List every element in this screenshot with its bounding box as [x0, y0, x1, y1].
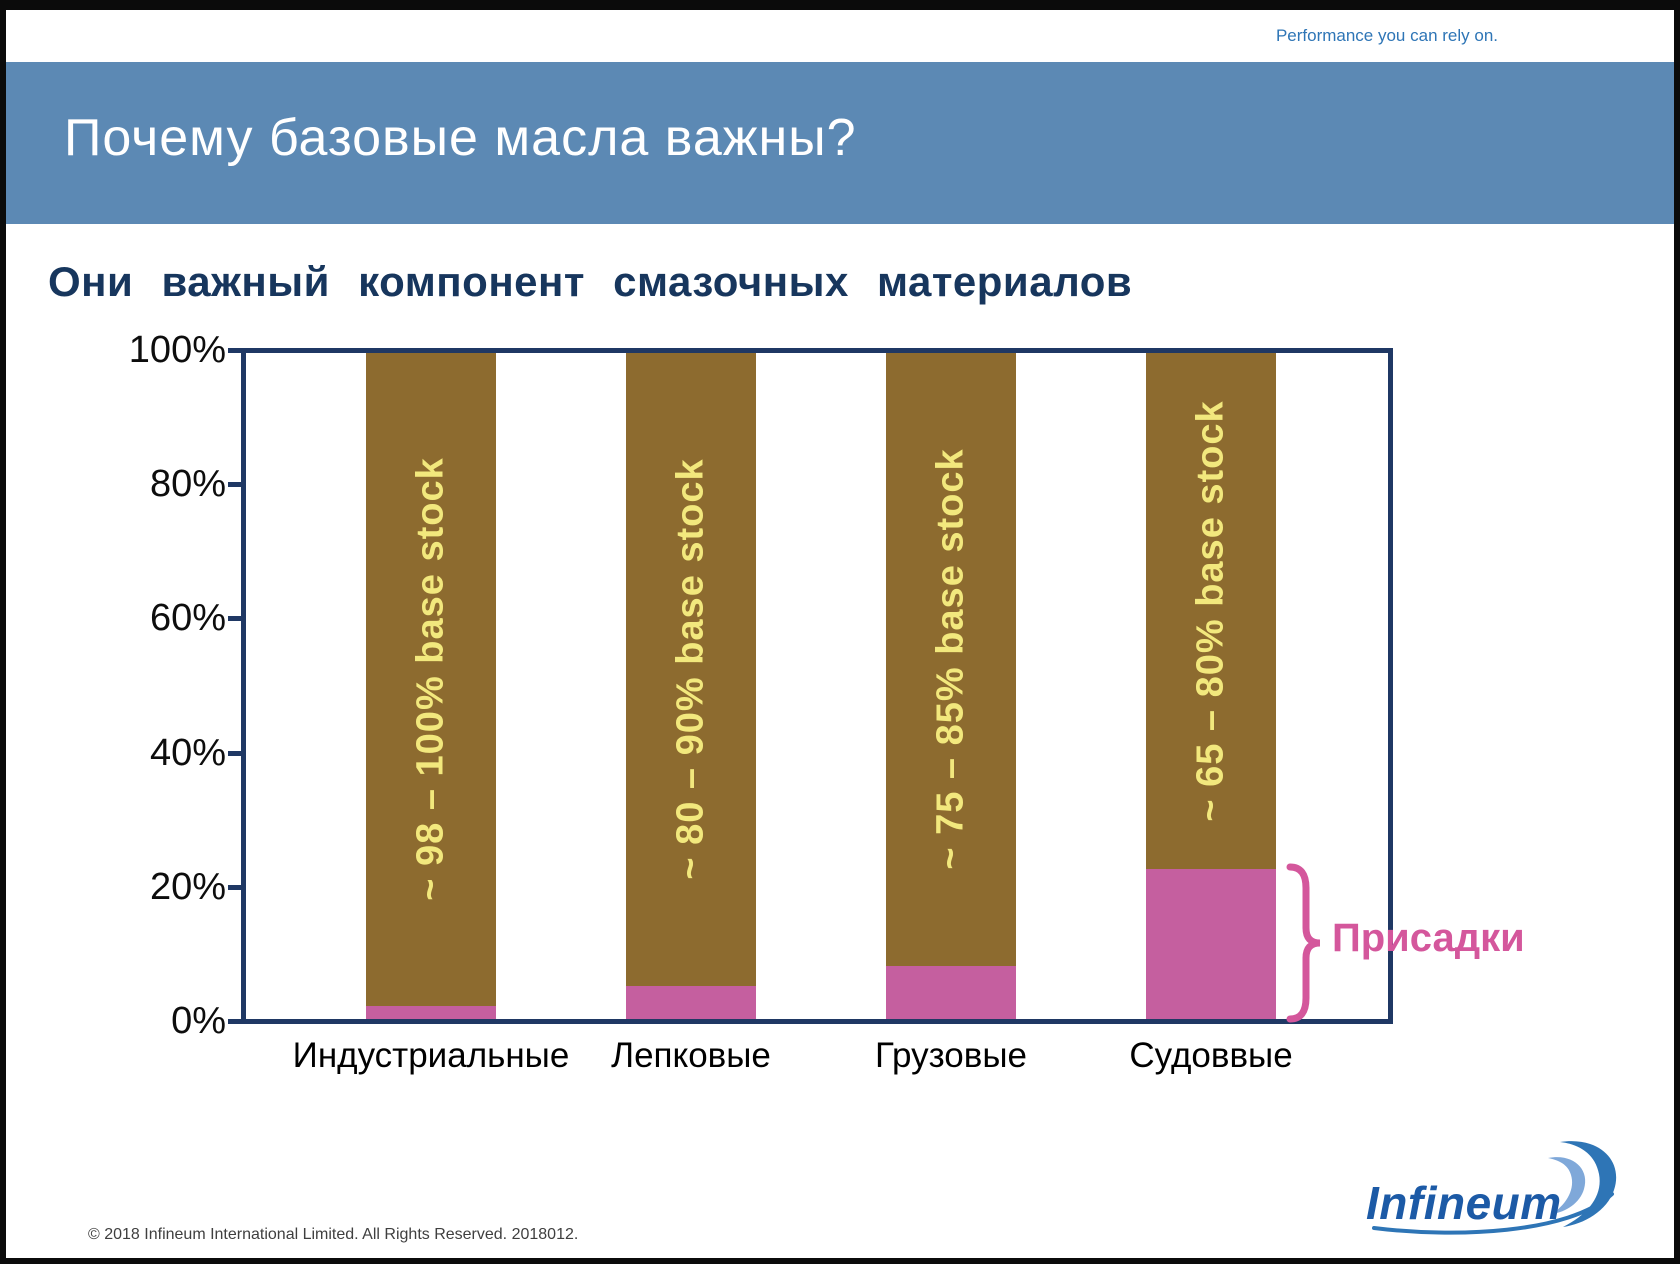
- additives-segment: [626, 985, 756, 1019]
- y-axis-label: 100%: [128, 329, 226, 371]
- infineum-logo: Infineum: [1364, 1136, 1634, 1242]
- bars-container: ~ 98 – 100% base stock ~ 80 – 90% base st…: [246, 353, 1388, 1019]
- additives-segment: [366, 1005, 496, 1019]
- title-band: Почему базовые масла важны?: [6, 62, 1674, 224]
- base-stock-segment: ~ 65 – 80% base stock: [1146, 353, 1276, 870]
- logo-swoosh-icon: [1372, 1141, 1617, 1235]
- chart-heading: Они важный компонент смазочных материало…: [48, 258, 1133, 305]
- stacked-bar: ~ 98 – 100% base stock: [366, 353, 496, 1019]
- y-axis-tick: [228, 884, 242, 890]
- additives-segment: [886, 965, 1016, 1019]
- x-axis-label: Лепковые: [611, 1036, 771, 1075]
- bar-label: ~ 80 – 90% base stock: [669, 458, 712, 881]
- base-stock-segment: ~ 75 – 85% base stock: [886, 353, 1016, 966]
- slide-title: Почему базовые масла важны?: [64, 109, 857, 167]
- bar-label: ~ 75 – 85% base stock: [929, 448, 972, 871]
- stacked-bar: ~ 65 – 80% base stock: [1146, 353, 1276, 1019]
- bar-label: ~ 98 – 100% base stock: [409, 457, 452, 902]
- x-axis-label: Грузовые: [875, 1036, 1027, 1075]
- brand-tagline: Performance you can rely on.: [1275, 26, 1498, 45]
- x-axis-label: Судоввые: [1129, 1036, 1293, 1075]
- base-stock-segment: ~ 98 – 100% base stock: [366, 353, 496, 1006]
- x-axis-label: Индустриальные: [292, 1036, 570, 1075]
- y-axis-tick: [228, 1019, 242, 1024]
- y-axis-label: 20%: [149, 865, 226, 908]
- additives-segment: [1146, 869, 1276, 1019]
- y-axis-tick: [228, 616, 242, 622]
- y-axis-label: 0%: [171, 1000, 226, 1042]
- stacked-bar: ~ 80 – 90% base stock: [626, 353, 756, 1019]
- plot-area: ~ 98 – 100% base stock ~ 80 – 90% base st…: [241, 348, 1393, 1024]
- additives-annotation: Присадки: [1332, 916, 1525, 960]
- y-axis-tick: [228, 750, 242, 756]
- y-axis-label: 60%: [149, 597, 226, 640]
- y-axis-label: 80%: [149, 463, 226, 506]
- y-axis-tick: [228, 348, 242, 353]
- stacked-bar: ~ 75 – 85% base stock: [886, 353, 1016, 1019]
- bar-label: ~ 65 – 80% base stock: [1189, 400, 1232, 822]
- y-axis-label: 40%: [149, 731, 226, 774]
- y-axis-tick: [228, 482, 242, 488]
- brace-icon: [1286, 863, 1321, 1023]
- top-strip: Performance you can rely on.: [6, 10, 1674, 62]
- logo-wordmark: Infineum: [1366, 1177, 1562, 1229]
- copyright-text: © 2018 Infineum International Limited. A…: [88, 1226, 579, 1243]
- base-stock-segment: ~ 80 – 90% base stock: [626, 353, 756, 986]
